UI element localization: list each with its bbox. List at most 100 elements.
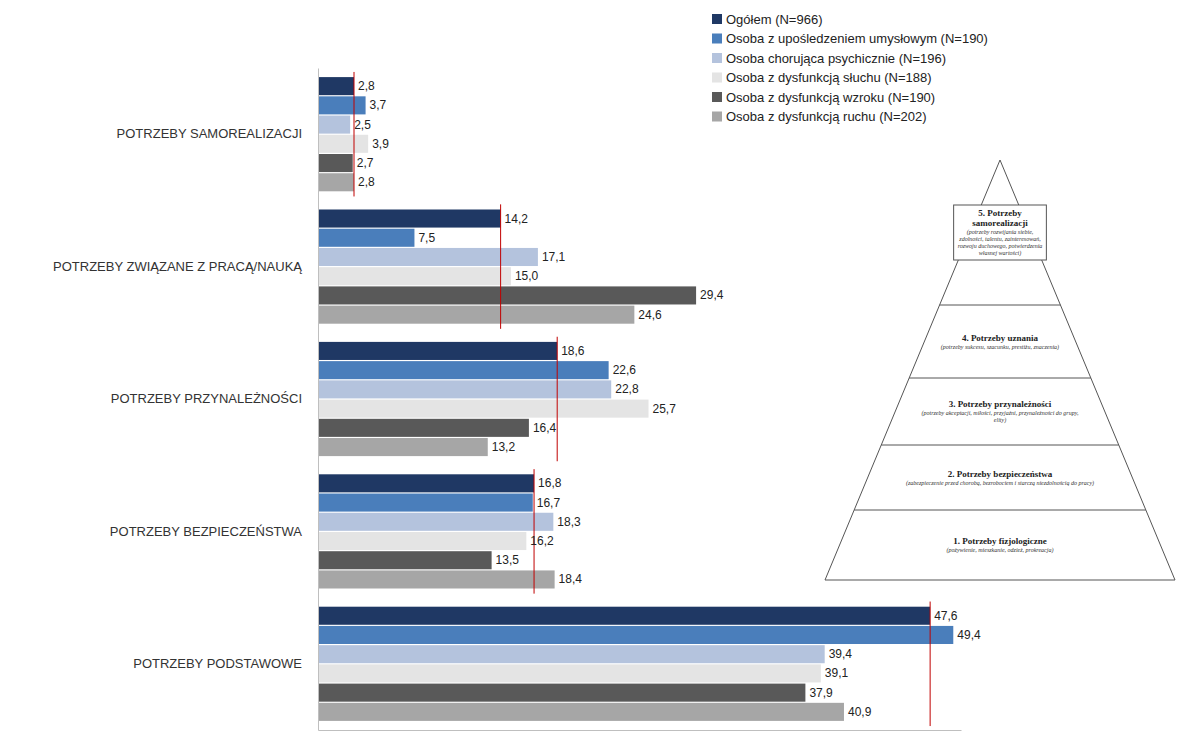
bar [318,438,488,456]
category-label: POTRZEBY BEZPIECZEŃSTWA [110,524,302,539]
reference-line [930,602,931,727]
bar [318,116,350,134]
data-label: 18,3 [557,515,581,529]
data-label: 13,5 [496,553,520,567]
text-line: (zabezpieczenie przed chorobą, bezroboci… [906,480,1094,487]
data-label: 37,9 [809,686,833,700]
bars [318,77,953,721]
text-line: (pożywienie, mieszkanie, odzież, prokrea… [947,547,1054,554]
bar-series [318,173,844,721]
legend-swatch [712,34,722,44]
bar [318,400,649,418]
bar [318,532,526,550]
legend-item: Osoba chorująca psychicznie (N=196) [712,51,946,66]
tick: POTRZEBY BEZPIECZEŃSTWA [110,524,302,539]
bar [318,286,696,304]
legend-label: Osoba z dysfunkcją słuchu (N=188) [726,70,932,85]
bar [318,229,414,247]
bar [318,626,953,644]
pyramid-level: 4. Potrzeby uznania(potrzeby sukcesu, sz… [941,333,1059,351]
pyramid-level: 3. Potrzeby przynależności(potrzeby akce… [922,399,1079,424]
bar-series [318,116,825,664]
text-line: samorealizacji [972,218,1028,228]
data-label: 3,7 [370,98,387,112]
category-label: POTRZEBY ZWIĄZANE Z PRACĄ/NAUKĄ [53,259,302,274]
legend-swatch [712,92,722,102]
bar [318,513,553,531]
data-label: 29,4 [700,288,724,302]
pyramid-divider [881,445,1119,446]
bar [318,342,557,360]
bar-series [318,135,821,683]
bar [318,173,354,191]
text-line: 3. Potrzeby przynależności [949,399,1052,409]
bar [318,474,534,492]
category-label: POTRZEBY PODSTAWOWE [133,656,302,671]
axis-line [318,69,319,731]
y-axis: POTRZEBY SAMOREALIZACJIPOTRZEBY ZWIĄZANE… [53,69,318,731]
legend-item: Ogółem (N=966) [712,12,822,27]
tick: POTRZEBY PRZYNALEŻNOŚCI [111,391,302,406]
text-line: elity) [994,417,1006,424]
pyramid-level-title: 1. Potrzeby fizjologiczne [953,536,1047,546]
data-label: 15,0 [515,269,539,283]
data-label: 3,9 [372,137,389,151]
bar [318,96,366,114]
bar [318,419,529,437]
bar [318,551,492,569]
pyramid-outline [825,160,1175,580]
reference-line [354,72,355,197]
data-label: 16,8 [538,476,562,490]
data-label: 2,5 [354,118,371,132]
bar [318,607,930,625]
legend-swatch [712,14,722,24]
bar [318,570,555,588]
bar [318,77,354,95]
data-label: 18,6 [561,344,585,358]
chart: POTRZEBY SAMOREALIZACJIPOTRZEBY ZWIĄZANE… [0,0,1180,736]
data-label: 17,1 [542,250,566,264]
text-line: (potrzeby sukcesu, szacunku, prestiżu, z… [941,344,1059,351]
data-label: 13,2 [492,440,516,454]
text-line: (potrzeby akceptacji, miłości, przyjaźni… [922,410,1079,417]
legend-item: Osoba z dysfunkcją wzroku (N=190) [712,90,935,105]
pyramid-level-title: 5. Potrzebysamorealizacji [972,208,1028,228]
text-line: 2. Potrzeby bezpieczeństwa [948,469,1053,479]
pyramid-divider [940,305,1061,306]
reference-line [557,337,558,462]
legend-label: Osoba z upośledzeniem umysłowym (N=190) [726,31,988,46]
pyramid-level: 2. Potrzeby bezpieczeństwa(zabezpieczeni… [906,469,1094,487]
data-label: 16,7 [537,496,561,510]
legend-item: Osoba z upośledzeniem umysłowym (N=190) [712,31,988,46]
legend-label: Osoba z dysfunkcją ruchu (N=202) [726,109,927,124]
axis-line [319,730,962,731]
bar [318,645,825,663]
bar [318,135,368,153]
data-label: 39,1 [825,666,849,680]
legend-item: Osoba z dysfunkcją słuchu (N=188) [712,70,932,85]
pyramid-divider [909,378,1091,379]
category-label: POTRZEBY PRZYNALEŻNOŚCI [111,391,302,406]
bar [318,209,501,227]
pyramid-label-box [954,205,1047,260]
data-label: 2,8 [358,79,375,93]
bar [318,248,538,266]
bar [318,664,821,682]
bar-series [318,77,930,625]
text-line: 4. Potrzeby uznania [962,333,1039,343]
data-label: 2,8 [358,175,375,189]
bar [318,380,611,398]
pyramid-level-note: (zabezpieczenie przed chorobą, bezroboci… [906,480,1094,487]
pyramid-level-note: (potrzeby rozwijania siebie,zdolności, t… [958,229,1043,257]
legend-swatch [712,53,722,63]
tick: POTRZEBY ZWIĄZANE Z PRACĄ/NAUKĄ [53,259,302,274]
data-label: 47,6 [934,609,958,623]
pyramid-level-note: (potrzeby akceptacji, miłości, przyjaźni… [922,410,1079,424]
reference-lines [354,72,930,726]
legend-swatch [712,112,722,122]
text-line: rozwoju duchowego, potwierdzenia [958,243,1043,249]
bar [318,703,844,721]
bar [318,154,353,172]
pyramid-level-title: 2. Potrzeby bezpieczeństwa [948,469,1053,479]
reference-line [500,204,501,329]
